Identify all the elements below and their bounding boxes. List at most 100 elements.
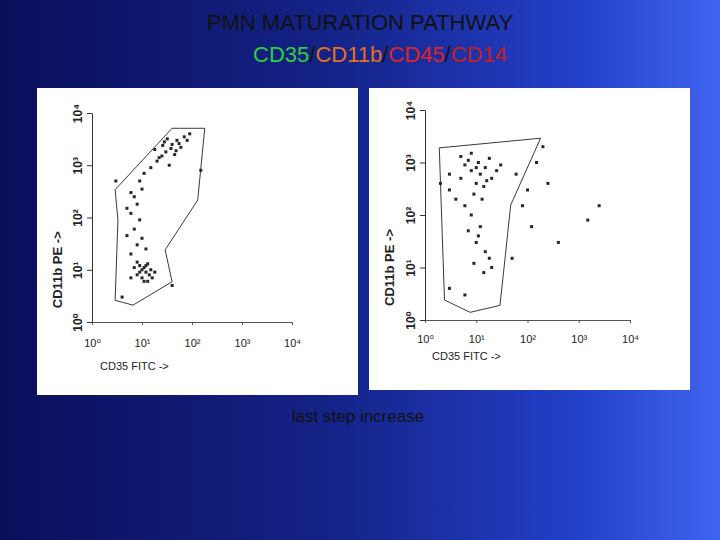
tick: 10⁰ (404, 311, 425, 330)
tick-label: 10³ (571, 333, 587, 345)
tick: 10³ (571, 320, 587, 345)
tick-mark (242, 322, 243, 325)
subtitle-part: CD35 (253, 42, 309, 67)
point (186, 139, 189, 142)
tick: 10³ (235, 322, 251, 349)
tick-label: 10⁴ (404, 101, 418, 120)
point (133, 195, 136, 198)
point (129, 212, 132, 215)
point (175, 149, 178, 152)
point (143, 172, 146, 175)
tick-label: 10⁴ (71, 104, 85, 123)
tick: 10⁰ (71, 313, 92, 332)
point (125, 207, 128, 210)
gate (439, 138, 540, 312)
point (463, 163, 466, 166)
point (472, 262, 475, 265)
point (175, 139, 178, 142)
point (485, 179, 488, 182)
tick: 10² (520, 320, 536, 345)
point (482, 271, 485, 274)
tick-mark (142, 322, 143, 325)
point (151, 276, 154, 279)
x-axis: 10⁰ 10¹ 10² 10³ 10⁴ (84, 322, 301, 349)
point (125, 234, 128, 237)
tick-label: 10⁴ (284, 337, 301, 349)
point (484, 166, 487, 169)
point (481, 198, 484, 201)
title: PMN MATURATION PATHWAY (207, 10, 514, 35)
tick: 10⁰ (84, 322, 101, 349)
point (164, 150, 167, 153)
point (586, 219, 589, 222)
tick-mark (476, 320, 477, 323)
tick-label: 10⁰ (84, 337, 101, 349)
point (490, 266, 493, 269)
subtitle: CD35/CD11b/CD45/CD14 (253, 42, 507, 67)
point (448, 173, 451, 176)
point (477, 161, 480, 164)
point (499, 163, 502, 166)
subtitle-part: CD14 (451, 42, 507, 67)
point (459, 155, 462, 158)
point (470, 169, 473, 172)
point (161, 144, 164, 147)
point (179, 146, 182, 149)
point (163, 140, 166, 143)
tick-label: 10² (185, 337, 201, 349)
tick-label: 10¹ (135, 337, 151, 349)
plot-area (439, 138, 601, 312)
point (598, 204, 601, 207)
x-axis-title: CD35 FITC -> (100, 360, 169, 372)
point (138, 218, 141, 221)
point (199, 169, 202, 172)
point (475, 166, 478, 169)
subtitle-part: CD45 (388, 42, 444, 67)
point (166, 137, 169, 140)
point (479, 173, 482, 176)
point (470, 152, 473, 155)
tick-mark (192, 322, 193, 325)
point (168, 164, 171, 167)
tick-mark (420, 215, 425, 216)
point (467, 159, 470, 162)
point (535, 161, 538, 164)
point (148, 273, 151, 276)
point (472, 193, 475, 196)
point (173, 153, 176, 156)
point (138, 271, 141, 274)
tick-mark (87, 165, 92, 166)
chart: 10⁰10¹10²10³10⁴10⁰10¹10²10³10⁴CD35 FITC … (37, 88, 358, 395)
tick: 10¹ (404, 259, 425, 276)
point (475, 182, 478, 185)
point (114, 179, 117, 182)
tick-mark (420, 320, 425, 321)
subtitle-part: CD11b (315, 42, 382, 67)
tick-mark (87, 218, 92, 219)
gate (115, 128, 205, 305)
point (141, 276, 144, 279)
point (463, 204, 466, 207)
point (149, 166, 152, 169)
tick-label: 10⁰ (71, 313, 85, 332)
tick-mark (87, 113, 92, 114)
plot-area (114, 128, 204, 305)
point (454, 198, 457, 201)
tick-label: 10² (71, 209, 85, 226)
tick-label: 10¹ (469, 333, 485, 345)
point (136, 203, 139, 206)
point (144, 271, 147, 274)
y-axis-title: CD11b PE -> (382, 229, 397, 306)
point (490, 177, 493, 180)
point (526, 188, 529, 191)
tick: 10² (71, 209, 92, 226)
tick-mark (528, 320, 529, 323)
point (146, 280, 149, 283)
point (143, 266, 146, 269)
point (495, 169, 498, 172)
x-axis-title: CD35 FITC -> (432, 350, 501, 362)
x-axis: 10⁰10¹10²10³10⁴ (417, 320, 639, 345)
point (138, 264, 141, 267)
point (515, 173, 518, 176)
point (470, 214, 473, 217)
